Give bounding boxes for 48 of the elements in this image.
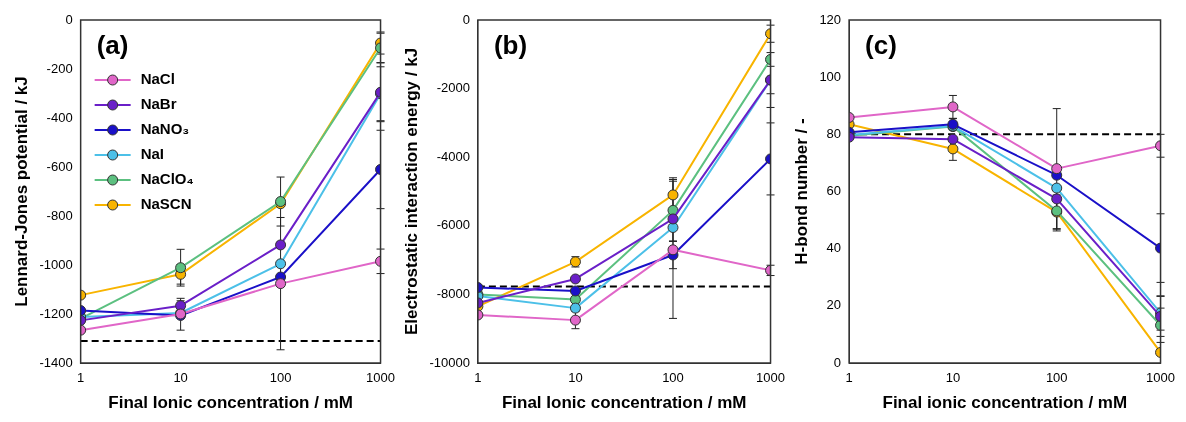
y-tick-label: -2000 (436, 80, 470, 96)
x-tick-label: 1000 (756, 370, 785, 386)
x-axis-title: Final Ionic concentration / mM (501, 393, 747, 413)
y-tick-label: 60 (826, 183, 842, 199)
y-tick-label: -800 (46, 207, 73, 223)
chart-title: (c) (865, 30, 897, 61)
legend-label: NaNO₃ (140, 120, 190, 138)
x-tick-label: 10 (568, 370, 583, 386)
legend-label: NaCl (140, 70, 175, 88)
x-tick-label: 1000 (1146, 370, 1175, 386)
y-tick-label: -6000 (436, 217, 470, 233)
y-tick-label: 40 (826, 240, 842, 256)
y-tick-label: 0 (65, 11, 73, 27)
y-tick-label: 20 (826, 297, 842, 313)
y-tick-label: -1200 (39, 305, 73, 321)
y-tick-label: -1400 (39, 354, 73, 370)
y-tick-label: 0 (833, 354, 842, 370)
x-tick-label: 10 (945, 370, 961, 386)
y-tick-label: 120 (819, 11, 842, 27)
legend-label: NaClO₄ (140, 170, 194, 188)
y-tick-label: -1000 (39, 256, 73, 272)
legend-label: NaI (140, 145, 164, 163)
y-tick-label: 100 (819, 68, 842, 84)
x-tick-label: 100 (1045, 370, 1068, 386)
y-tick-label: -600 (46, 158, 73, 174)
chart-title: (a) (96, 30, 129, 61)
x-axis-title: Final ionic concentration / mM (882, 393, 1128, 413)
y-tick-label: -400 (46, 109, 73, 125)
x-tick-label: 100 (269, 370, 292, 386)
y-tick-label: -8000 (436, 285, 470, 301)
y-axis-title: Lennard-Jones potential / kJ (11, 76, 31, 307)
y-tick-label: -10000 (429, 354, 470, 370)
legend-label: NaSCN (140, 195, 192, 213)
y-tick-label: 80 (826, 125, 842, 141)
y-tick-label: -200 (46, 60, 73, 76)
x-axis-title: Final Ionic concentration / mM (108, 393, 353, 413)
y-axis-title: H-bond number / - (791, 118, 811, 265)
x-tick-label: 10 (173, 370, 188, 386)
y-axis-title: Electrostatic interaction energy / kJ (401, 47, 421, 336)
x-tick-label: 1000 (366, 370, 395, 386)
x-tick-label: 1 (474, 370, 482, 386)
y-tick-label: -4000 (436, 148, 470, 164)
y-tick-label: 0 (462, 11, 470, 27)
x-tick-label: 100 (662, 370, 684, 386)
legend-label: NaBr (140, 95, 177, 113)
chart-title: (b) (493, 30, 528, 61)
x-tick-label: 1 (845, 370, 853, 386)
x-tick-label: 1 (77, 370, 85, 386)
